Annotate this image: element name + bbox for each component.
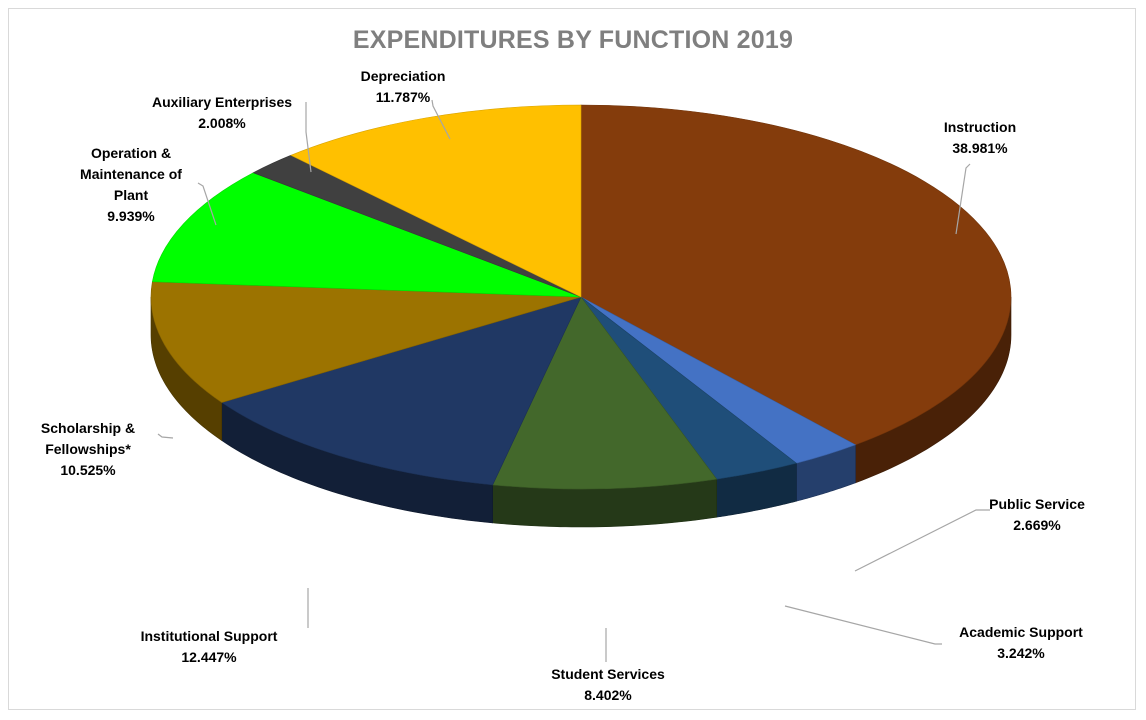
label-student-services: Student Services 8.402% <box>551 666 665 703</box>
label-institutional-support: Institutional Support 12.447% <box>140 628 278 665</box>
label-academic-support: Academic Support 3.242% <box>959 624 1083 661</box>
label-scholarship: Scholarship & Fellowships* 10.525% <box>40 420 136 478</box>
label-instruction: Instruction 38.981% <box>943 119 1017 156</box>
chart-title: EXPENDITURES BY FUNCTION 2019 <box>352 26 794 54</box>
slice-depreciation <box>290 104 582 298</box>
slice-institutional-support <box>221 296 582 486</box>
chart-frame <box>8 8 1136 710</box>
slice-operation-maintenance-of-plant <box>152 172 582 298</box>
leader-lines <box>157 99 990 662</box>
slice-instruction <box>580 104 1012 446</box>
label-depreciation: Depreciation 11.787% <box>360 68 446 105</box>
label-operation-maintenance: Operation & Maintenance of Plant 9.939% <box>80 145 182 224</box>
label-public-service: Public Service 2.669% <box>989 496 1085 533</box>
slice-student-services <box>492 296 718 490</box>
label-auxiliary-enterprises: Auxiliary Enterprises 2.008% <box>151 94 293 131</box>
slice-scholarship-fellowships <box>150 281 582 403</box>
